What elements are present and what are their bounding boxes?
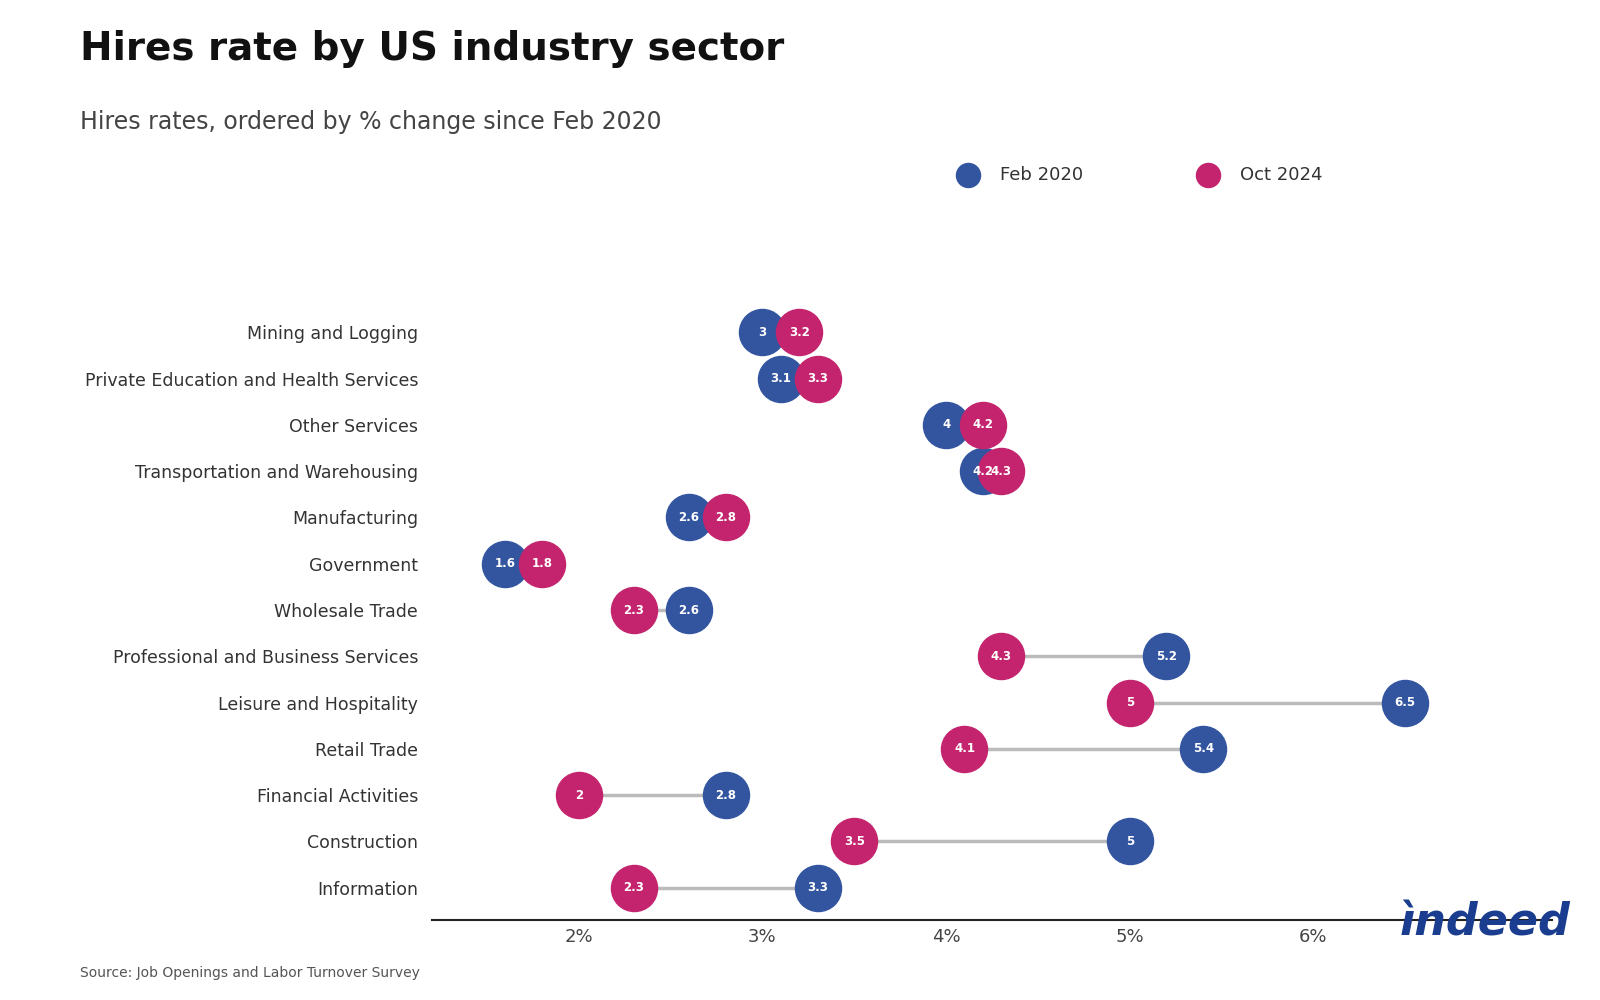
Text: 3.3: 3.3 <box>806 372 829 385</box>
Point <box>933 417 958 433</box>
Text: Hires rates, ordered by % change since Feb 2020: Hires rates, ordered by % change since F… <box>80 110 662 134</box>
Text: 2.6: 2.6 <box>678 511 699 524</box>
Point <box>677 602 702 618</box>
Point <box>621 880 646 896</box>
Point <box>955 167 981 183</box>
Text: 2.3: 2.3 <box>624 881 645 894</box>
Text: 4.1: 4.1 <box>954 742 974 755</box>
Text: 4.3: 4.3 <box>990 650 1011 663</box>
Point <box>621 602 646 618</box>
Text: 4.2: 4.2 <box>973 465 994 478</box>
Text: 2.8: 2.8 <box>715 789 736 802</box>
Point <box>530 556 555 572</box>
Point <box>677 509 702 525</box>
Point <box>842 833 867 849</box>
Text: Hires rate by US industry sector: Hires rate by US industry sector <box>80 30 784 68</box>
Point <box>1190 741 1216 757</box>
Text: Oct 2024: Oct 2024 <box>1240 166 1323 184</box>
Text: 1.8: 1.8 <box>531 557 552 570</box>
Text: 3: 3 <box>758 326 766 339</box>
Text: 5.2: 5.2 <box>1155 650 1178 663</box>
Point <box>1117 833 1142 849</box>
Point <box>787 324 813 340</box>
Point <box>1117 695 1142 711</box>
Point <box>768 371 794 387</box>
Point <box>714 509 739 525</box>
Point <box>970 463 995 479</box>
Text: 2.8: 2.8 <box>715 511 736 524</box>
Text: 4.3: 4.3 <box>990 465 1011 478</box>
Point <box>970 417 995 433</box>
Text: 4: 4 <box>942 418 950 431</box>
Point <box>714 787 739 803</box>
Text: 3.5: 3.5 <box>843 835 864 848</box>
Text: 5: 5 <box>1125 835 1134 848</box>
Point <box>989 648 1014 664</box>
Point <box>989 463 1014 479</box>
Text: 6.5: 6.5 <box>1395 696 1416 709</box>
Point <box>1392 695 1418 711</box>
Point <box>952 741 978 757</box>
Text: 4.2: 4.2 <box>973 418 994 431</box>
Text: Feb 2020: Feb 2020 <box>1000 166 1083 184</box>
Point <box>566 787 592 803</box>
Text: 1.6: 1.6 <box>494 557 515 570</box>
Text: 2.6: 2.6 <box>678 603 699 616</box>
Text: 2.3: 2.3 <box>624 603 645 616</box>
Point <box>1195 167 1221 183</box>
Text: ìndeed: ìndeed <box>1400 902 1571 945</box>
Text: 5.4: 5.4 <box>1192 742 1214 755</box>
Text: 3.1: 3.1 <box>771 372 792 385</box>
Text: 3.2: 3.2 <box>789 326 810 339</box>
Text: Source: Job Openings and Labor Turnover Survey: Source: Job Openings and Labor Turnover … <box>80 966 419 980</box>
Text: 3.3: 3.3 <box>806 881 829 894</box>
Point <box>493 556 518 572</box>
Point <box>805 880 830 896</box>
Point <box>805 371 830 387</box>
Point <box>1154 648 1179 664</box>
Text: 2: 2 <box>574 789 582 802</box>
Point <box>750 324 776 340</box>
Text: 5: 5 <box>1125 696 1134 709</box>
